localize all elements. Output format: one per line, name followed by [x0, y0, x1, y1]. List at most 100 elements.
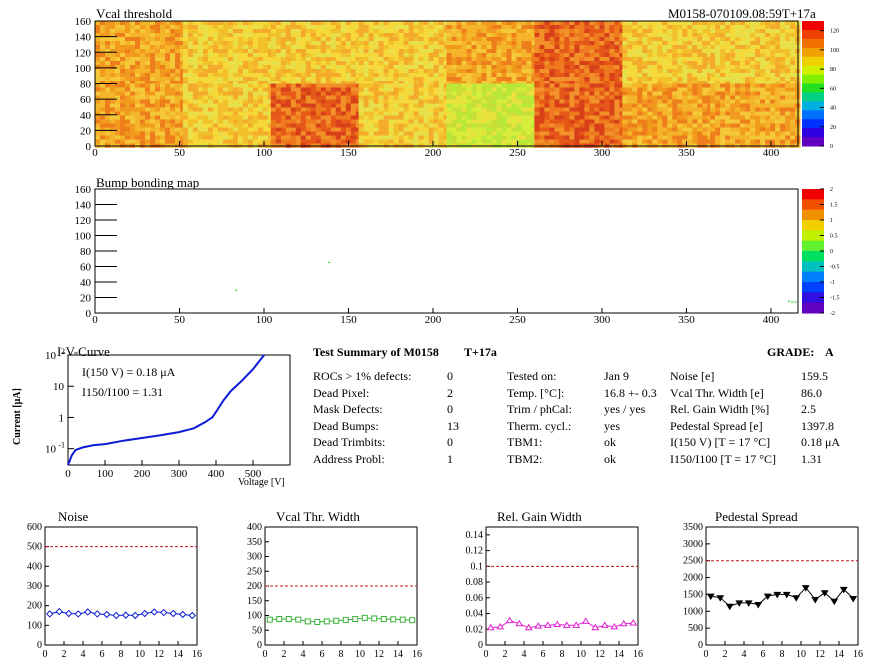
data-point — [188, 611, 196, 620]
data-point — [735, 600, 744, 607]
colorbar-band — [802, 47, 824, 58]
summary-value: 0 — [447, 435, 453, 449]
summary-value: yes / yes — [604, 402, 646, 416]
x-tick-label: 8 — [119, 649, 124, 660]
roc-tile — [182, 21, 274, 86]
y-tick-label: 1000 — [683, 606, 703, 617]
summary-value: 1.31 — [801, 451, 822, 466]
colorbar-tick-label: 20 — [830, 125, 836, 131]
y-tick-label: 100 — [27, 620, 42, 631]
data-point — [285, 616, 292, 623]
summary-value: ok — [604, 451, 616, 466]
data-point — [150, 608, 158, 616]
colorbar-tick-label: 0.5 — [830, 234, 838, 240]
x-tick-label: 2 — [723, 649, 728, 660]
colorbar-band — [802, 261, 824, 273]
vcal-threshold-title: Vcal threshold — [96, 6, 173, 21]
x-tick-label: 200 — [425, 314, 442, 326]
x-tick-label: 12 — [815, 649, 825, 660]
x-tick-label: 4 — [301, 649, 306, 660]
roc-tile — [358, 83, 449, 148]
colorbar-band — [802, 38, 824, 49]
roc-tile — [446, 21, 537, 86]
module-id-label: M0158-070109.08:59T+17a — [668, 6, 816, 21]
vcal-colorbar: 0 20 40 60 80 100 120 — [802, 21, 839, 150]
roc-tile — [622, 83, 713, 148]
summary-label: I150/I100 [T = 17 °C] — [670, 451, 777, 466]
colorbar-band — [802, 74, 824, 84]
x-tick-label: 12 — [154, 649, 164, 660]
x-tick-label: 14 — [393, 649, 403, 660]
roc-tile — [534, 21, 625, 86]
x-tick-label: 0 — [65, 468, 71, 480]
y-tick-label: 60 — [80, 262, 92, 274]
y-tick-label: 0 — [478, 640, 483, 651]
roc-chart-4: 0 2 4 6 8 10 12 14 16 0 50 100 150 200 250 300 350 400 — [247, 522, 422, 660]
vcal-axes: 0 50 100 150 200 250 300 350 4000204060801001201… — [75, 16, 799, 159]
data-point — [160, 608, 168, 617]
data-point — [524, 623, 533, 631]
y-tick-label: 100 — [75, 231, 92, 243]
data-point — [553, 620, 562, 628]
data-point — [295, 616, 302, 623]
y-tick-label: 140 — [75, 32, 92, 44]
colorbar-tick-label: 40 — [830, 106, 836, 112]
roc-chart-3: 0 2 4 6 8 10 12 14 16 0 100 200 300 400 500 600 — [27, 522, 202, 660]
y-tick-label: 10 — [53, 381, 65, 393]
summary-value: 0 — [447, 402, 453, 416]
grade-label: GRADE: — [767, 345, 815, 359]
y-tick-label: 1 — [59, 412, 65, 424]
y-tick-label: 1500 — [683, 589, 703, 600]
series-line — [710, 586, 854, 607]
gain-width-title: Rel. Gain Width — [497, 509, 582, 524]
data-point — [725, 603, 734, 611]
y-tick-label: 100 — [75, 63, 92, 75]
colorbar-tick-label: 1.5 — [830, 203, 838, 209]
data-point — [830, 598, 839, 606]
y-tick-label: 40 — [80, 110, 92, 122]
data-point — [763, 593, 772, 601]
x-tick-label: 6 — [761, 649, 766, 660]
data-point — [112, 611, 120, 620]
data-point — [515, 619, 524, 627]
y-tick-label: 350 — [247, 537, 262, 548]
x-tick-label: 4 — [742, 649, 747, 660]
y-tick-label: 3500 — [683, 522, 703, 533]
pedestal-title: Pedestal Spread — [715, 509, 798, 524]
iv-y-label: Current [μA] — [12, 388, 23, 445]
x-tick-label: 0 — [43, 649, 48, 660]
x-tick-label: 6 — [100, 649, 105, 660]
x-tick-label: 0 — [92, 314, 98, 326]
summary-value: 1 — [447, 451, 453, 466]
colorbar-band — [802, 189, 824, 200]
data-point — [706, 593, 715, 601]
y-tick-label: 0 — [37, 640, 42, 651]
y-tick-label: 0 — [86, 308, 92, 320]
colorbar-tick-label: 1 — [830, 218, 833, 224]
data-point — [361, 614, 368, 621]
summary-label: Temp. [°C]: — [507, 385, 565, 400]
colorbar-tick-label: 0 — [830, 144, 833, 150]
roc-chart-5: 0 2 4 6 8 10 12 14 16 0 0.02 0.04 0.06 0.08 0.1 0.12 0.1… — [466, 526, 643, 660]
bump-map-title: Bump bonding map — [96, 175, 200, 190]
data-point — [820, 590, 829, 597]
y-tick-label: 250 — [247, 566, 262, 577]
x-tick-label: 14 — [173, 649, 183, 660]
y-tick-label: 150 — [247, 596, 262, 607]
noise-title: Noise — [58, 509, 89, 524]
y-tick-label: 0.08 — [466, 577, 484, 588]
summary-value: yes — [604, 418, 620, 433]
data-point — [839, 586, 848, 594]
roc-tile — [270, 83, 362, 148]
x-tick-label: 8 — [780, 649, 785, 660]
y-tick-exponent: -1 — [58, 441, 65, 450]
chart-frame — [705, 526, 859, 646]
data-point — [543, 621, 552, 628]
iv-x-label: Voltage [V] — [238, 477, 285, 488]
data-point — [179, 610, 187, 619]
colorbar-band — [802, 282, 824, 293]
colorbar-tick-label: 0 — [830, 249, 833, 255]
y-tick-label: 20 — [80, 125, 92, 137]
